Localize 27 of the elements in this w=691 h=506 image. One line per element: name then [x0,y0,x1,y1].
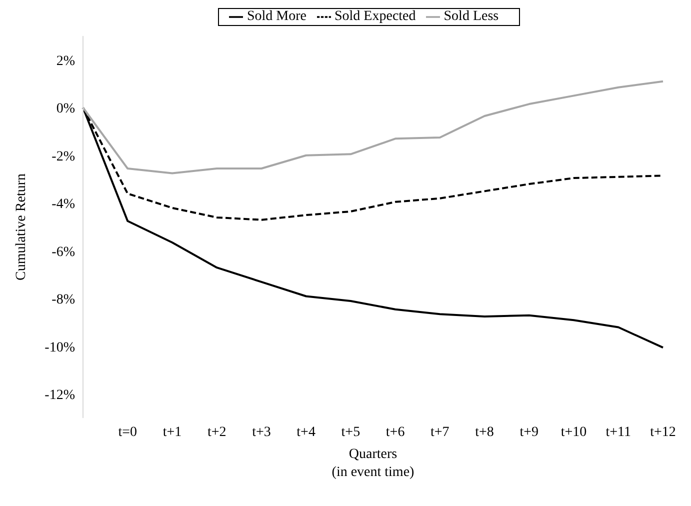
y-tick-label: -12% [44,388,76,404]
x-tick-label: t+2 [207,424,226,440]
x-tick-label: t+11 [606,424,632,440]
x-tick-label: t+1 [162,424,182,440]
x-tick-label: t+10 [560,424,587,440]
y-tick-label: -6% [52,244,76,260]
x-tick-label: t=0 [118,424,138,440]
x-tick-label: t+5 [341,424,360,440]
y-tick-label: -10% [44,340,76,356]
legend-label: Sold More [247,9,306,24]
y-tick-label: -2% [52,149,76,164]
x-tick-label: t+3 [252,424,271,440]
line-series [82,80,664,174]
legend-label: Sold Less [444,9,499,24]
y-tick-label: -8% [52,292,76,308]
x-tick-label: t+6 [386,424,405,440]
y-tick-label: -4% [52,197,76,212]
x-tick-label: t+9 [520,424,539,440]
x-tick-label: t+7 [430,424,450,440]
y-tick-label: 2% [56,54,76,69]
y-axis-title: Cumulative Return [14,174,29,280]
x-tick-label: t+8 [475,424,494,440]
x-tick-label: t+4 [296,424,316,440]
y-tick-label: 0% [56,102,76,117]
x-axis-title: Quarters (in event time) [330,446,416,482]
legend-label: Sold Expected [334,9,416,24]
x-tick-label: t+12 [650,424,676,440]
